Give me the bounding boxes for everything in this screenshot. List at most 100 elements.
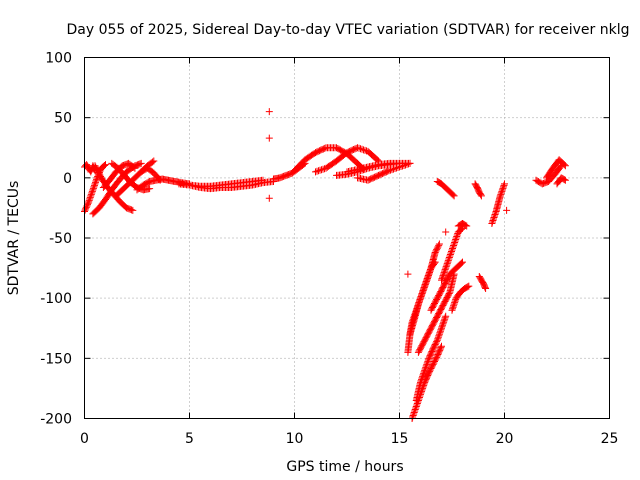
y-tick-label: -200 — [40, 412, 72, 428]
y-tick-label: -50 — [49, 231, 72, 247]
data-point-marker — [449, 245, 457, 253]
data-point-marker — [396, 163, 403, 171]
data-point-marker — [419, 288, 427, 296]
data-point-marker — [92, 177, 100, 185]
data-point-marker — [499, 183, 507, 191]
grid — [84, 57, 610, 419]
data-point-marker — [146, 185, 154, 193]
data-point-marker — [89, 184, 97, 192]
data-point-marker — [418, 291, 426, 299]
data-point-marker — [155, 175, 163, 183]
data-point-marker — [422, 278, 430, 286]
data-point-marker — [450, 240, 458, 248]
data-point-marker — [87, 190, 95, 198]
data-point-marker — [445, 289, 453, 297]
data-point-marker — [464, 283, 472, 291]
data-point-marker — [503, 206, 511, 214]
data-point-marker — [358, 166, 366, 174]
data-point-marker — [433, 336, 441, 344]
data-point-marker — [442, 228, 450, 236]
data-point-marker — [412, 404, 420, 412]
data-point-marker — [130, 163, 138, 171]
data-point-marker — [449, 243, 457, 251]
data-point-marker — [360, 166, 367, 174]
data-point-marker — [424, 272, 432, 280]
data-point-marker — [85, 198, 93, 206]
data-point-marker — [560, 161, 568, 169]
data-point-marker — [393, 164, 400, 172]
data-point-marker — [491, 212, 499, 220]
data-point-marker — [453, 231, 461, 239]
data-point-marker — [394, 164, 402, 172]
data-point-marker — [391, 165, 399, 173]
x-axis-title: GPS time / hours — [286, 459, 403, 475]
data-point-marker — [450, 302, 458, 310]
data-point-marker — [411, 407, 419, 415]
data-point-marker — [88, 189, 96, 197]
data-point-marker — [457, 259, 465, 267]
data-point-marker — [420, 368, 428, 376]
data-point-marker — [498, 186, 506, 194]
data-point-marker — [88, 187, 96, 195]
data-point-marker — [446, 252, 454, 260]
data-point-marker — [425, 270, 433, 278]
data-point-marker — [444, 257, 452, 265]
data-point-marker — [419, 371, 427, 379]
data-point-marker — [462, 221, 470, 229]
data-point-marker — [422, 279, 430, 287]
data-point-marker — [402, 161, 409, 169]
data-point-marker — [156, 176, 164, 184]
data-point-marker — [131, 164, 139, 172]
data-point-marker — [409, 411, 417, 419]
data-point-marker — [488, 220, 496, 228]
data-point-marker — [440, 269, 448, 277]
data-point-marker — [463, 222, 471, 230]
data-point-marker — [561, 162, 569, 170]
data-point-marker — [442, 312, 450, 320]
data-point-marker — [397, 162, 405, 170]
data-point-marker — [418, 290, 426, 298]
data-point-marker — [419, 372, 427, 380]
x-tick-label: 10 — [286, 431, 304, 447]
data-point-marker — [423, 275, 431, 283]
data-point-marker — [444, 258, 452, 266]
data-point-marker — [561, 176, 569, 184]
data-point-marker — [438, 323, 446, 331]
data-point-marker — [426, 266, 434, 274]
data-point-marker — [448, 306, 456, 314]
data-point-marker — [423, 360, 431, 368]
data-point-marker — [421, 365, 429, 373]
data-point-marker — [434, 333, 442, 341]
y-tick-label: -150 — [40, 351, 72, 367]
data-point-marker — [265, 194, 273, 202]
data-point-marker — [387, 166, 394, 174]
data-point-marker — [438, 275, 446, 283]
data-point-marker — [422, 363, 430, 371]
data-point-marker — [419, 287, 427, 295]
data-point-marker — [87, 192, 95, 200]
data-point-marker — [440, 270, 448, 278]
data-point-marker — [420, 285, 428, 293]
data-point-marker — [438, 276, 445, 284]
data-point-marker — [420, 284, 428, 292]
x-tick-label: 25 — [601, 431, 619, 447]
data-point-marker — [87, 168, 95, 176]
data-point-marker — [410, 408, 418, 416]
tick-labels: 0 5 10 15 20 25 100 50 0 -50 -100 -150 -200 — [40, 51, 618, 448]
data-point-marker — [496, 192, 504, 200]
data-point-marker — [443, 261, 451, 269]
data-point-marker — [319, 165, 327, 173]
data-point-marker — [357, 167, 364, 175]
data-point-marker — [442, 263, 450, 271]
data-point-marker — [501, 180, 508, 188]
data-point-marker — [424, 356, 432, 364]
data-point-marker — [465, 282, 473, 290]
data-point-marker — [481, 283, 489, 291]
data-point-marker — [418, 375, 426, 383]
data-point-marker — [445, 254, 453, 262]
data-point-marker — [421, 366, 429, 374]
data-point-marker — [438, 342, 445, 350]
data-point-marker — [556, 163, 564, 171]
data-point-marker — [354, 168, 361, 176]
